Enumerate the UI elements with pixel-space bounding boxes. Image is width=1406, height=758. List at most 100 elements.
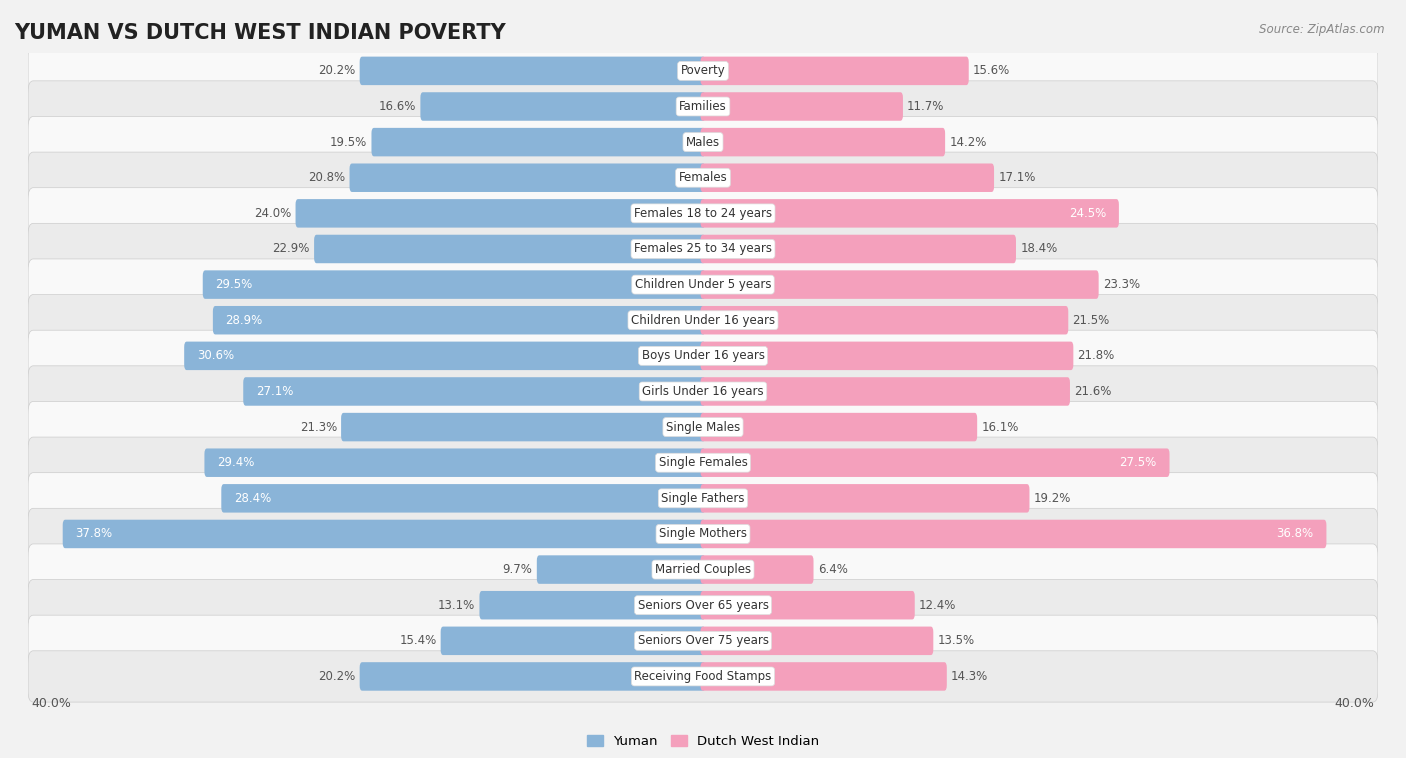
Legend: Yuman, Dutch West Indian: Yuman, Dutch West Indian: [582, 730, 824, 753]
Text: 16.1%: 16.1%: [981, 421, 1019, 434]
FancyBboxPatch shape: [28, 81, 1378, 132]
FancyBboxPatch shape: [342, 413, 706, 441]
FancyBboxPatch shape: [700, 235, 1017, 263]
FancyBboxPatch shape: [700, 520, 1326, 548]
Text: Females: Females: [679, 171, 727, 184]
Text: 21.5%: 21.5%: [1073, 314, 1109, 327]
Text: Seniors Over 75 years: Seniors Over 75 years: [637, 634, 769, 647]
FancyBboxPatch shape: [700, 128, 945, 156]
Text: 37.8%: 37.8%: [76, 528, 112, 540]
FancyBboxPatch shape: [700, 57, 969, 85]
Text: Single Males: Single Males: [666, 421, 740, 434]
Text: 28.9%: 28.9%: [225, 314, 263, 327]
FancyBboxPatch shape: [28, 188, 1378, 239]
Text: 17.1%: 17.1%: [998, 171, 1036, 184]
Text: 21.8%: 21.8%: [1077, 349, 1115, 362]
FancyBboxPatch shape: [28, 366, 1378, 417]
Text: Source: ZipAtlas.com: Source: ZipAtlas.com: [1260, 23, 1385, 36]
FancyBboxPatch shape: [28, 473, 1378, 524]
FancyBboxPatch shape: [63, 520, 706, 548]
FancyBboxPatch shape: [420, 92, 706, 121]
FancyBboxPatch shape: [700, 484, 1029, 512]
Text: 20.2%: 20.2%: [318, 670, 356, 683]
Text: Single Mothers: Single Mothers: [659, 528, 747, 540]
Text: 16.6%: 16.6%: [378, 100, 416, 113]
FancyBboxPatch shape: [28, 544, 1378, 595]
Text: Girls Under 16 years: Girls Under 16 years: [643, 385, 763, 398]
FancyBboxPatch shape: [479, 591, 706, 619]
FancyBboxPatch shape: [700, 627, 934, 655]
Text: 14.2%: 14.2%: [949, 136, 987, 149]
Text: Receiving Food Stamps: Receiving Food Stamps: [634, 670, 772, 683]
FancyBboxPatch shape: [700, 556, 814, 584]
Text: 13.1%: 13.1%: [439, 599, 475, 612]
FancyBboxPatch shape: [28, 224, 1378, 274]
FancyBboxPatch shape: [28, 615, 1378, 666]
Text: 29.5%: 29.5%: [215, 278, 253, 291]
Text: Females 25 to 34 years: Females 25 to 34 years: [634, 243, 772, 255]
FancyBboxPatch shape: [28, 402, 1378, 453]
Text: 11.7%: 11.7%: [907, 100, 945, 113]
Text: 19.5%: 19.5%: [330, 136, 367, 149]
Text: Females 18 to 24 years: Females 18 to 24 years: [634, 207, 772, 220]
Text: Children Under 16 years: Children Under 16 years: [631, 314, 775, 327]
FancyBboxPatch shape: [28, 330, 1378, 381]
FancyBboxPatch shape: [537, 556, 706, 584]
Text: 27.1%: 27.1%: [256, 385, 294, 398]
FancyBboxPatch shape: [28, 509, 1378, 559]
FancyBboxPatch shape: [184, 342, 706, 370]
Text: 15.4%: 15.4%: [399, 634, 436, 647]
FancyBboxPatch shape: [28, 152, 1378, 203]
Text: 13.5%: 13.5%: [938, 634, 974, 647]
FancyBboxPatch shape: [28, 580, 1378, 631]
FancyBboxPatch shape: [350, 164, 706, 192]
FancyBboxPatch shape: [700, 271, 1098, 299]
FancyBboxPatch shape: [212, 306, 706, 334]
FancyBboxPatch shape: [202, 271, 706, 299]
FancyBboxPatch shape: [360, 662, 706, 691]
Text: 40.0%: 40.0%: [1334, 697, 1375, 709]
Text: Boys Under 16 years: Boys Under 16 years: [641, 349, 765, 362]
Text: 15.6%: 15.6%: [973, 64, 1010, 77]
FancyBboxPatch shape: [243, 377, 706, 406]
Text: YUMAN VS DUTCH WEST INDIAN POVERTY: YUMAN VS DUTCH WEST INDIAN POVERTY: [14, 23, 506, 42]
FancyBboxPatch shape: [700, 449, 1170, 477]
Text: 24.0%: 24.0%: [254, 207, 291, 220]
Text: 21.3%: 21.3%: [299, 421, 337, 434]
FancyBboxPatch shape: [28, 651, 1378, 702]
FancyBboxPatch shape: [700, 164, 994, 192]
FancyBboxPatch shape: [700, 342, 1073, 370]
FancyBboxPatch shape: [221, 484, 706, 512]
Text: 12.4%: 12.4%: [920, 599, 956, 612]
Text: Children Under 5 years: Children Under 5 years: [634, 278, 772, 291]
FancyBboxPatch shape: [700, 306, 1069, 334]
FancyBboxPatch shape: [295, 199, 706, 227]
Text: 21.6%: 21.6%: [1074, 385, 1112, 398]
Text: 29.4%: 29.4%: [217, 456, 254, 469]
Text: 20.2%: 20.2%: [318, 64, 356, 77]
FancyBboxPatch shape: [360, 57, 706, 85]
FancyBboxPatch shape: [314, 235, 706, 263]
FancyBboxPatch shape: [28, 295, 1378, 346]
FancyBboxPatch shape: [204, 449, 706, 477]
Text: 28.4%: 28.4%: [233, 492, 271, 505]
FancyBboxPatch shape: [28, 45, 1378, 96]
Text: 40.0%: 40.0%: [31, 697, 72, 709]
FancyBboxPatch shape: [700, 591, 915, 619]
Text: 6.4%: 6.4%: [818, 563, 848, 576]
Text: 9.7%: 9.7%: [503, 563, 533, 576]
FancyBboxPatch shape: [700, 413, 977, 441]
FancyBboxPatch shape: [700, 377, 1070, 406]
Text: Families: Families: [679, 100, 727, 113]
FancyBboxPatch shape: [440, 627, 706, 655]
FancyBboxPatch shape: [700, 662, 946, 691]
FancyBboxPatch shape: [28, 259, 1378, 310]
Text: 24.5%: 24.5%: [1069, 207, 1107, 220]
FancyBboxPatch shape: [28, 117, 1378, 168]
Text: Seniors Over 65 years: Seniors Over 65 years: [637, 599, 769, 612]
Text: 20.8%: 20.8%: [308, 171, 346, 184]
Text: 23.3%: 23.3%: [1102, 278, 1140, 291]
Text: Single Females: Single Females: [658, 456, 748, 469]
FancyBboxPatch shape: [28, 437, 1378, 488]
Text: Males: Males: [686, 136, 720, 149]
